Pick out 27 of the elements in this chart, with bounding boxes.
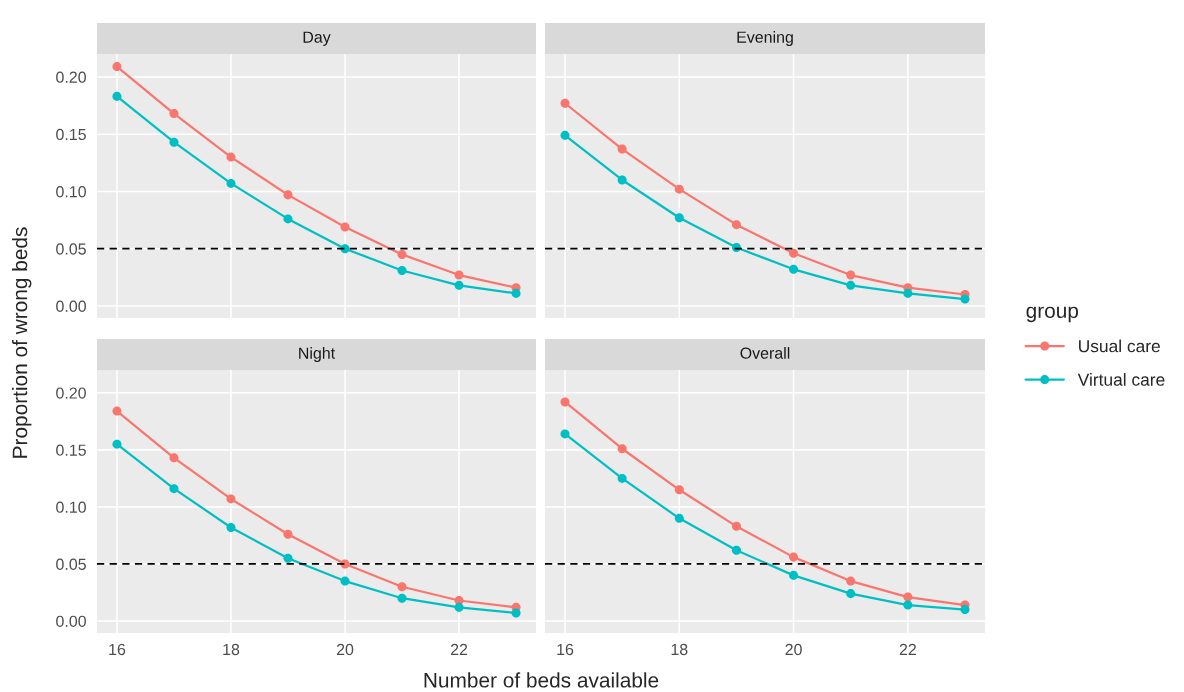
x-tick-label: 22 bbox=[899, 643, 916, 655]
legend-title: group bbox=[1026, 306, 1079, 323]
x-tick-label: 20 bbox=[785, 643, 802, 656]
x-axis-title: Number of beds available bbox=[424, 672, 659, 688]
y-tick-label: 0.10 bbox=[56, 186, 86, 198]
y-tick-label: 0.20 bbox=[56, 71, 86, 83]
y-tick-label: 0.00 bbox=[56, 615, 86, 627]
y-tick-label: 0.15 bbox=[56, 128, 86, 141]
x-tick-label: 20 bbox=[336, 643, 354, 656]
legend-label: Usual care bbox=[1079, 339, 1160, 353]
y-tick-label: 0.00 bbox=[56, 300, 86, 312]
y-tick-label: 0.05 bbox=[56, 243, 86, 255]
y-tick-label: 0.20 bbox=[56, 387, 86, 399]
x-tick-label: 16 bbox=[109, 643, 126, 656]
chart-title: Day bbox=[303, 31, 331, 46]
y-tick-label: 0.10 bbox=[56, 501, 86, 513]
chart-title: Evening bbox=[737, 31, 793, 46]
y-tick-label: 0.05 bbox=[56, 558, 86, 570]
x-tick-label: 18 bbox=[223, 643, 240, 656]
x-tick-label: 22 bbox=[450, 643, 468, 655]
y-tick-label: 0.15 bbox=[56, 444, 86, 456]
chart-title: Night bbox=[299, 347, 336, 362]
x-tick-label: 18 bbox=[671, 643, 688, 656]
chart-title: Overall bbox=[740, 347, 790, 359]
legend-label: Virtual care bbox=[1077, 373, 1165, 386]
x-tick-label: 16 bbox=[557, 643, 574, 656]
y-axis-title: Proportion of wrong beds bbox=[12, 227, 32, 458]
